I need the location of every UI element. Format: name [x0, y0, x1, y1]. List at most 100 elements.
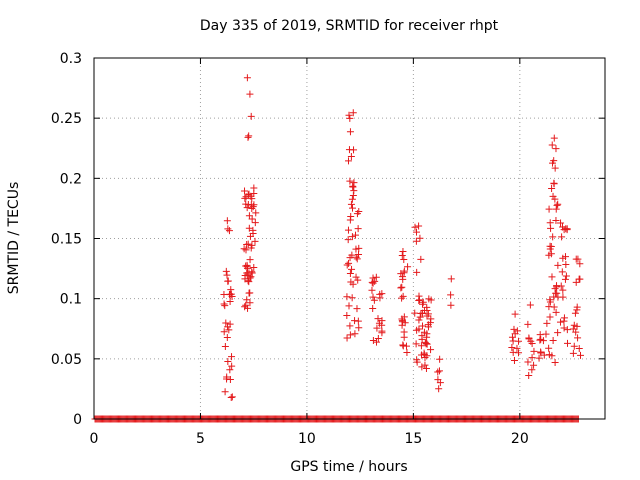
x-tick-label: 5	[196, 431, 205, 447]
data-point	[417, 255, 425, 263]
data-point	[344, 226, 352, 234]
data-point	[418, 300, 426, 308]
data-point	[417, 342, 425, 350]
data-point	[530, 347, 538, 355]
data-point	[224, 277, 232, 285]
data-point	[574, 255, 582, 263]
data-point	[511, 310, 519, 318]
data-point	[562, 225, 570, 233]
data-point	[221, 388, 229, 396]
data-point	[420, 349, 428, 357]
data-point	[373, 324, 381, 332]
data-point	[572, 278, 580, 286]
data-point	[398, 273, 406, 281]
data-point	[557, 219, 565, 227]
data-point	[447, 291, 455, 299]
data-point	[524, 320, 532, 328]
data-point	[573, 303, 581, 311]
data-point	[398, 321, 406, 329]
y-tick-label: 0.05	[51, 352, 82, 368]
data-point	[353, 210, 361, 218]
data-point	[556, 318, 564, 326]
data-point	[400, 328, 408, 336]
data-point	[415, 296, 423, 304]
data-point	[447, 301, 455, 309]
data-point	[243, 204, 251, 212]
data-point	[244, 191, 252, 199]
data-point	[245, 212, 253, 220]
data-point	[550, 293, 558, 301]
data-point	[343, 261, 351, 269]
data-point	[427, 315, 435, 323]
y-tick-label: 0.1	[60, 292, 82, 308]
data-point	[355, 324, 363, 332]
data-point	[513, 344, 521, 352]
data-point	[227, 290, 235, 298]
data-point	[552, 145, 560, 153]
data-point	[245, 132, 253, 140]
data-point	[421, 338, 429, 346]
data-point	[372, 273, 380, 281]
data-point	[228, 362, 236, 370]
data-point	[243, 296, 251, 304]
data-point	[558, 268, 566, 276]
data-point	[508, 343, 516, 351]
data-point	[223, 217, 231, 225]
data-point	[399, 342, 407, 350]
data-point	[574, 334, 582, 342]
data-point	[347, 213, 355, 221]
data-point	[548, 273, 556, 281]
data-point	[227, 393, 235, 401]
data-point	[411, 309, 419, 317]
data-point	[226, 298, 234, 306]
data-point	[418, 309, 426, 317]
data-point	[551, 359, 559, 367]
data-point	[546, 296, 554, 304]
data-point	[537, 335, 545, 343]
data-point	[248, 241, 256, 249]
chart-title: Day 335 of 2019, SRMTID for receiver rhp…	[200, 18, 499, 34]
data-point	[345, 111, 353, 119]
data-point	[251, 237, 259, 245]
data-points	[91, 74, 585, 423]
data-point	[545, 351, 553, 359]
data-point	[241, 187, 249, 195]
data-point	[411, 223, 419, 231]
data-point	[242, 246, 250, 254]
data-point	[346, 331, 354, 339]
y-tick-label: 0.15	[51, 232, 82, 248]
data-point	[551, 164, 559, 172]
data-point	[560, 314, 568, 322]
data-point	[560, 226, 568, 234]
data-point	[397, 284, 405, 292]
data-point	[536, 336, 544, 344]
data-point	[561, 253, 569, 261]
data-point	[353, 305, 361, 313]
data-point	[545, 251, 553, 259]
data-point	[427, 346, 435, 354]
data-point	[374, 315, 382, 323]
data-point	[352, 273, 360, 281]
data-point	[576, 260, 584, 268]
data-point	[350, 179, 358, 187]
data-point	[564, 339, 571, 347]
x-tick-label: 15	[404, 431, 422, 447]
data-point	[345, 259, 353, 267]
data-point	[513, 327, 521, 335]
data-point	[413, 228, 421, 236]
data-point	[398, 294, 406, 302]
data-point	[245, 224, 253, 232]
data-point	[346, 270, 354, 278]
data-point	[525, 371, 533, 379]
data-point	[224, 358, 232, 366]
data-point	[244, 304, 252, 312]
data-point	[348, 265, 356, 273]
data-point	[572, 328, 580, 336]
data-point	[537, 348, 545, 356]
y-tick-label: 0.25	[51, 111, 82, 127]
data-point	[345, 302, 353, 310]
data-point	[369, 305, 377, 313]
data-point	[344, 236, 352, 244]
data-point	[224, 225, 232, 233]
data-point	[399, 247, 407, 255]
